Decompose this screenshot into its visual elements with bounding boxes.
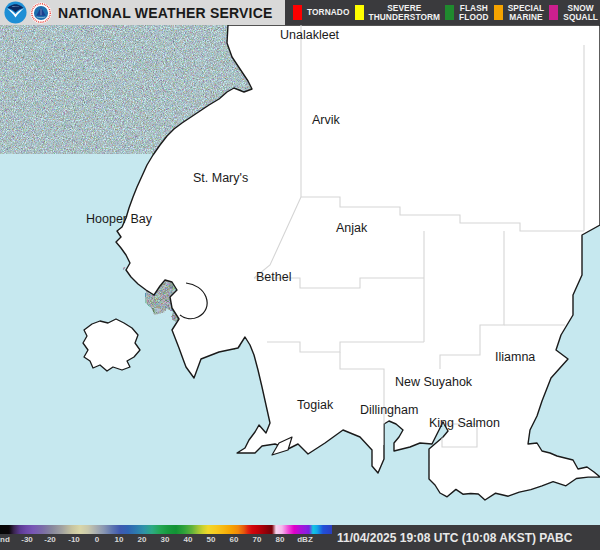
svg-text:NOAA: NOAA: [12, 5, 19, 7]
